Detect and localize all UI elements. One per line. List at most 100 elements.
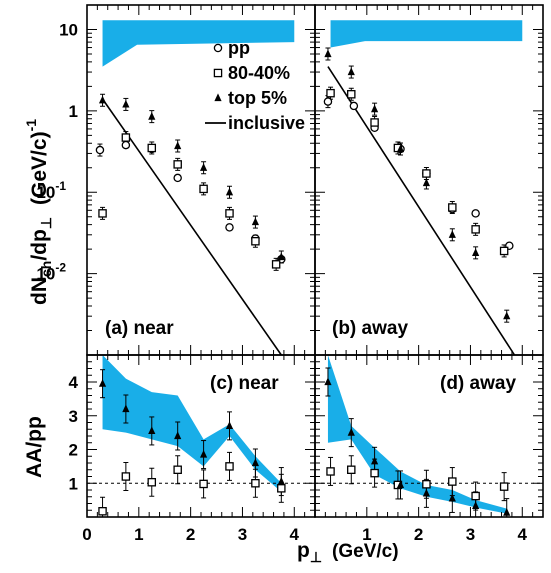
- data-point-triangle: [472, 501, 480, 509]
- data-point-triangle: [370, 456, 379, 465]
- y-tick-label: 10: [59, 20, 78, 39]
- data-point-triangle: [199, 449, 208, 458]
- data-point-square: [499, 246, 509, 256]
- data-point-square: [370, 468, 379, 478]
- inclusive-line-away: [327, 66, 516, 356]
- data-point-square: [199, 479, 208, 489]
- panel-label-c: (c) near: [210, 373, 279, 394]
- data-point-square: [326, 467, 335, 476]
- x-tick-label: 2: [186, 525, 195, 544]
- data-point-circle: [471, 209, 480, 218]
- data-point-square: [225, 209, 234, 218]
- data-point-square: [251, 478, 260, 488]
- inclusive-line-near: [101, 98, 282, 356]
- x-axis-label: p⊥ (GeV/c): [297, 539, 399, 565]
- data-point-square: [147, 477, 157, 487]
- data-point-triangle: [174, 141, 182, 150]
- data-point-square: [271, 260, 281, 269]
- data-point-triangle: [503, 508, 511, 516]
- uncertainty-band-near: [102, 20, 295, 67]
- data-point-triangle: [472, 248, 480, 256]
- data-point-triangle: [251, 217, 260, 226]
- data-point-square: [225, 462, 234, 471]
- data-point-circle: [323, 97, 333, 106]
- data-point-square: [147, 143, 157, 153]
- panel-label-d: (d) away: [440, 373, 516, 394]
- legend-label-80-40: 80-40%: [228, 63, 290, 83]
- band-layer: [102, 20, 523, 514]
- data-point-square: [121, 472, 131, 481]
- legend-label-pp: pp: [228, 38, 250, 58]
- point-layer: [95, 43, 514, 516]
- ratio-band-near: [102, 355, 282, 492]
- data-point-square: [326, 88, 335, 98]
- legend-label-top5: top 5%: [228, 88, 287, 108]
- panel-label-b: (b) away: [332, 318, 408, 339]
- data-point-square: [173, 160, 182, 169]
- data-point-square: [347, 90, 356, 99]
- data-point-circle: [225, 223, 234, 232]
- x-tick-label: 1: [362, 525, 371, 544]
- data-point-circle: [121, 140, 131, 150]
- legend-marker-triangle: [214, 93, 222, 102]
- data-point-square: [251, 236, 260, 246]
- data-point-square: [98, 209, 107, 218]
- ratio-y-tick-label: 3: [69, 407, 78, 426]
- data-point-triangle: [98, 379, 107, 387]
- x-tick-label: 1: [134, 525, 143, 544]
- ratio-band-away: [327, 355, 507, 514]
- data-point-triangle: [225, 421, 234, 429]
- data-point-square: [448, 203, 457, 212]
- data-point-triangle: [251, 458, 260, 467]
- data-point-square: [347, 465, 356, 474]
- panel-frame-0: [86, 4, 316, 356]
- data-point-triangle: [396, 144, 405, 153]
- data-point-triangle: [277, 476, 285, 485]
- panel-frame-1: [314, 4, 544, 356]
- ratio-y-tick-label: 4: [69, 373, 79, 392]
- tick-layer: [86, 4, 543, 518]
- data-point-triangle: [324, 49, 332, 58]
- y-tick-label: 10-2: [36, 261, 66, 284]
- data-point-triangle: [347, 67, 355, 76]
- ratio-y-tick-label: 1: [69, 474, 78, 493]
- data-point-circle: [349, 101, 359, 111]
- data-point-triangle: [422, 488, 431, 497]
- data-point-triangle: [422, 178, 431, 187]
- data-point-triangle: [503, 311, 511, 320]
- text-layer: (a) near (b) away (c) near (d) away pp 8…: [23, 20, 528, 565]
- data-point-triangle: [448, 230, 456, 238]
- y-tick-label: 1: [69, 102, 78, 121]
- y-axis-label: dNch/dp⊥(GeV/c)-1: [23, 119, 54, 305]
- data-point-triangle: [199, 163, 208, 171]
- data-point-triangle: [396, 480, 405, 489]
- data-point-triangle: [347, 428, 355, 436]
- data-point-square: [173, 465, 182, 474]
- data-point-triangle: [277, 252, 285, 261]
- data-point-square: [499, 482, 509, 491]
- x-tick-label: 3: [466, 525, 475, 544]
- data-point-square: [199, 184, 208, 194]
- data-point-triangle: [370, 104, 379, 113]
- data-point-square: [370, 118, 379, 127]
- x-tick-label: 2: [414, 525, 423, 544]
- ratio-y-tick-label: 2: [69, 441, 78, 460]
- data-point-triangle: [324, 377, 332, 386]
- legend-marker-circle: [213, 43, 223, 53]
- data-point-triangle: [448, 493, 456, 502]
- data-point-triangle: [122, 404, 130, 413]
- uncertainty-band-away: [330, 20, 523, 48]
- data-point-square: [277, 484, 286, 493]
- legend-label-inclusive: inclusive: [228, 113, 305, 133]
- data-point-triangle: [148, 426, 156, 435]
- data-point-triangle: [174, 431, 182, 440]
- legend-marker-square: [213, 68, 223, 78]
- data-point-square: [121, 133, 131, 142]
- data-point-square: [448, 477, 457, 486]
- data-point-triangle: [98, 95, 107, 104]
- data-point-circle: [95, 145, 105, 155]
- x-tick-label: 0: [82, 525, 91, 544]
- x-tick-label: 3: [238, 525, 247, 544]
- ratio-axis-label: AA/pp: [23, 416, 46, 478]
